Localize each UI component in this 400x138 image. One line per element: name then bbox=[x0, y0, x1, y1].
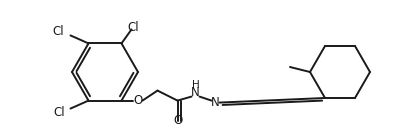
Text: Cl: Cl bbox=[128, 21, 139, 34]
Text: N: N bbox=[211, 96, 220, 109]
Text: N: N bbox=[191, 86, 200, 99]
Text: Cl: Cl bbox=[53, 25, 64, 38]
Text: O: O bbox=[133, 94, 142, 107]
Text: O: O bbox=[173, 114, 182, 127]
Text: H: H bbox=[192, 80, 199, 90]
Text: Cl: Cl bbox=[53, 106, 64, 119]
